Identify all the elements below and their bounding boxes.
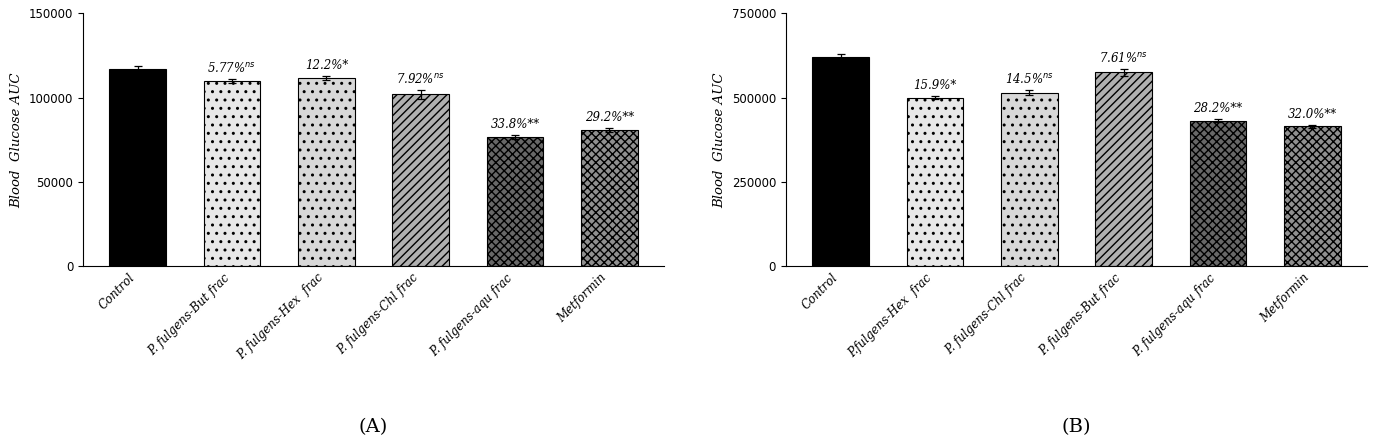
Text: (B): (B) <box>1062 418 1091 436</box>
Bar <box>1190 121 1247 266</box>
Text: 33.8%**: 33.8%** <box>490 118 540 131</box>
Y-axis label: Blood  Glucose AUC: Blood Glucose AUC <box>713 72 726 208</box>
Bar <box>581 130 638 266</box>
Bar <box>486 137 543 266</box>
Bar <box>1284 127 1341 266</box>
Text: 15.9%*: 15.9%* <box>913 79 957 92</box>
Text: 7.61%$^{ns}$: 7.61%$^{ns}$ <box>1099 51 1148 65</box>
Bar <box>392 94 449 266</box>
Bar <box>298 78 355 266</box>
Text: 5.77%$^{ns}$: 5.77%$^{ns}$ <box>207 61 257 75</box>
Text: 12.2%*: 12.2%* <box>305 59 348 72</box>
Text: 7.92%$^{ns}$: 7.92%$^{ns}$ <box>396 72 445 86</box>
Bar <box>812 56 869 266</box>
Bar <box>907 98 964 266</box>
Bar <box>1001 93 1058 266</box>
Bar <box>109 69 166 266</box>
Y-axis label: Blood  Glucose AUC: Blood Glucose AUC <box>10 72 23 208</box>
Text: (A): (A) <box>359 418 388 436</box>
Text: 14.5%$^{ns}$: 14.5%$^{ns}$ <box>1005 72 1054 86</box>
Text: 28.2%**: 28.2%** <box>1193 102 1243 115</box>
Bar <box>1095 72 1152 266</box>
Text: 29.2%**: 29.2%** <box>586 111 634 124</box>
Text: 32.0%**: 32.0%** <box>1288 108 1337 121</box>
Bar <box>203 81 260 266</box>
